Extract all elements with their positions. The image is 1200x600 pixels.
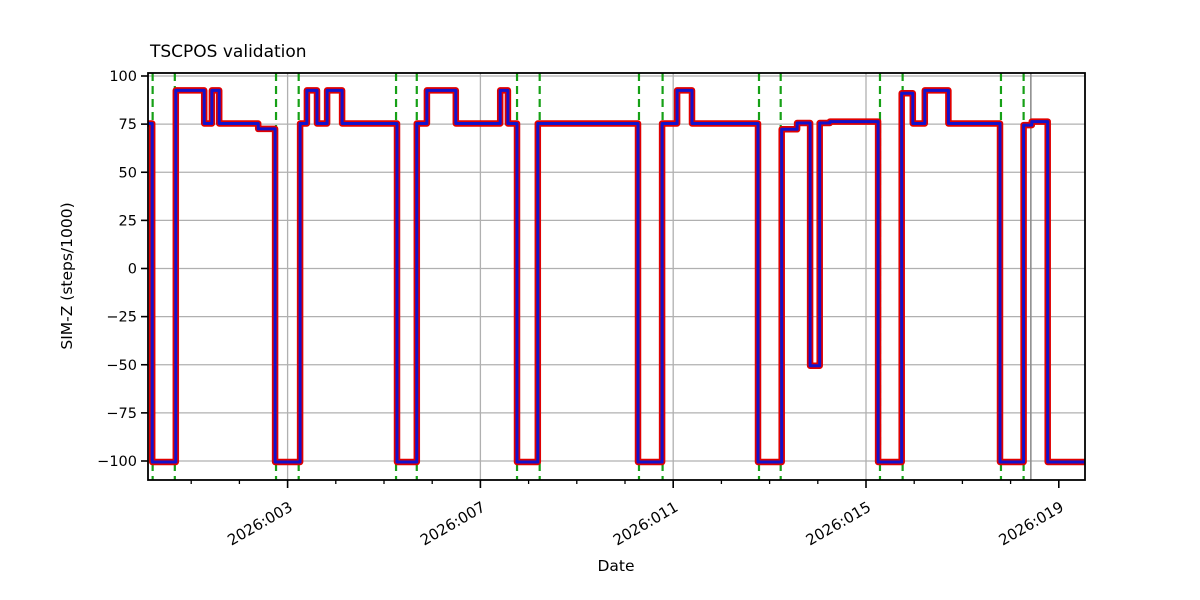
axes-spines — [147, 72, 1086, 481]
y-tick-label: 75 — [119, 117, 137, 133]
y-tick-label: 100 — [109, 69, 137, 85]
step-line-core — [147, 88, 1085, 464]
y-tick-label: 0 — [128, 262, 137, 278]
y-tick-label: 25 — [119, 213, 137, 229]
y-tick-label: −75 — [106, 406, 137, 422]
y-tick-label: −50 — [106, 358, 137, 374]
y-tick-label: 50 — [119, 165, 137, 181]
y-axis-label: SIM-Z (steps/1000) — [58, 202, 76, 349]
chart-title: TSCPOS validation — [149, 42, 307, 62]
y-tick-label: −100 — [97, 454, 137, 470]
y-tick-label: −25 — [106, 310, 137, 326]
x-axis-label: Date — [597, 557, 634, 575]
step-line-series — [147, 87, 1085, 466]
